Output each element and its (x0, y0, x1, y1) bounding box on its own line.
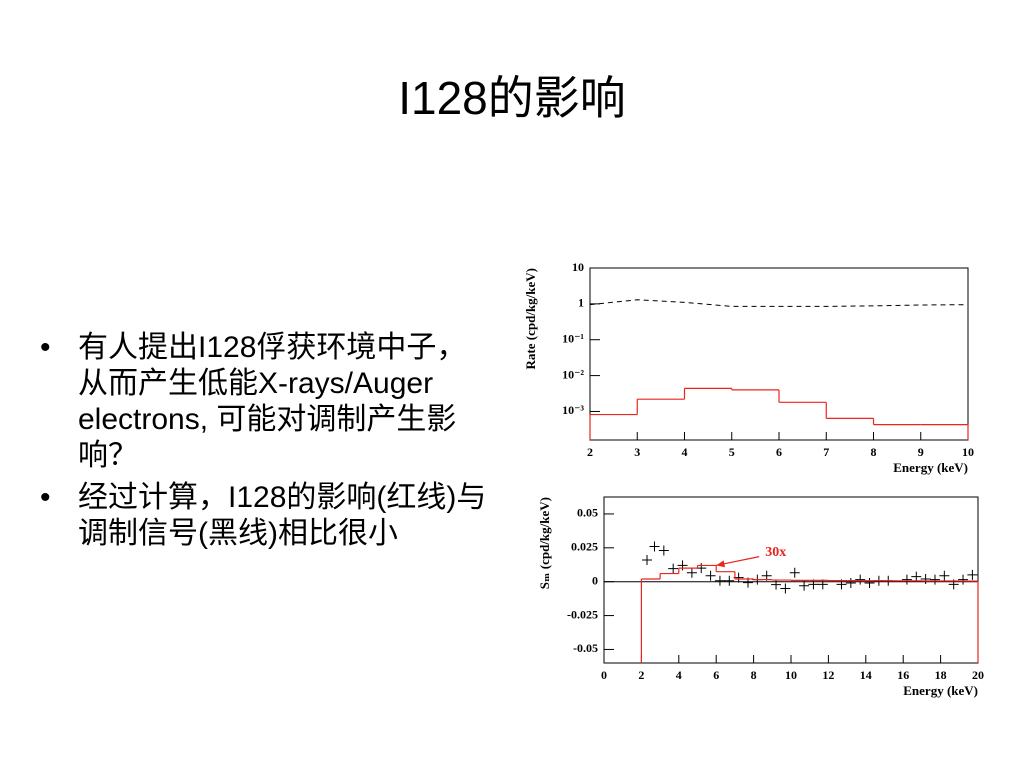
x-tick-label: 3 (634, 445, 640, 459)
x-tick-label: 10 (785, 668, 797, 682)
y-tick-label: 0.025 (571, 540, 598, 554)
data-point (780, 583, 791, 594)
y-tick-label: 10⁻² (562, 367, 584, 381)
x-tick-label: 9 (918, 445, 924, 459)
data-point (817, 579, 828, 590)
bullet: 有人提出I128俘获环境中子，从而产生低能X-rays/Auger electr… (36, 330, 491, 474)
x-tick-label: 18 (935, 668, 947, 682)
x-tick-label: 4 (676, 668, 682, 682)
arrow-head (716, 560, 726, 568)
bullet: 经过计算，I128的影响(红线)与调制信号(黑线)相比很小 (36, 480, 491, 552)
x-tick-label: 8 (871, 445, 877, 459)
data-point (686, 567, 697, 578)
y-tick-label: -0.025 (567, 607, 598, 621)
data-point (714, 575, 725, 586)
x-axis-label: Energy (keV) (903, 683, 978, 698)
y-axis-label: Rate (cpd/kg/keV) (523, 268, 538, 369)
data-point (696, 563, 707, 574)
bullet-list: 有人提出I128俘获环境中子，从而产生低能X-rays/Auger electr… (36, 330, 491, 558)
series-line (589, 299, 969, 307)
x-tick-label: 2 (587, 445, 593, 459)
x-tick-label: 7 (823, 445, 829, 459)
y-tick-label: 10 (572, 260, 584, 274)
x-tick-label: 4 (682, 445, 688, 459)
data-point (967, 569, 978, 580)
x-tick-label: 20 (972, 668, 984, 682)
x-tick-label: 2 (638, 668, 644, 682)
y-axis-label: Sₘ (cpd/kg/keV) (537, 497, 552, 589)
data-point (855, 574, 866, 585)
data-point (845, 578, 856, 589)
y-tick-label: 0.05 (577, 506, 598, 520)
data-point (939, 570, 950, 581)
slide-title: I128的影响 (398, 72, 626, 124)
plot-frame (589, 267, 969, 441)
y-tick-label: 0 (592, 573, 598, 587)
data-point (958, 574, 969, 585)
x-tick-label: 14 (860, 668, 872, 682)
data-point (677, 560, 688, 571)
data-point (799, 580, 810, 591)
x-tick-label: 5 (729, 445, 735, 459)
x-axis-label: Energy (keV) (893, 460, 968, 475)
data-point (911, 571, 922, 582)
x-tick-label: 10 (962, 445, 974, 459)
data-point (642, 555, 653, 566)
x-tick-label: 12 (822, 668, 834, 682)
data-point (658, 545, 669, 556)
data-point (920, 573, 931, 584)
data-point (808, 579, 819, 590)
x-tick-label: 6 (776, 445, 782, 459)
data-point (705, 570, 716, 581)
data-point (649, 541, 660, 552)
data-point (668, 563, 679, 574)
y-tick-label: 10⁻¹ (562, 331, 584, 345)
x-tick-label: 6 (713, 668, 719, 682)
data-point (901, 574, 912, 585)
x-tick-label: 0 (601, 668, 607, 682)
data-point (864, 578, 875, 589)
y-tick-label: -0.05 (573, 641, 598, 655)
x-tick-label: 16 (897, 668, 909, 682)
y-tick-label: 1 (578, 296, 584, 310)
data-point (771, 579, 782, 590)
data-point (789, 567, 800, 578)
data-point (724, 575, 735, 586)
x-tick-label: 8 (751, 668, 757, 682)
data-point (929, 574, 940, 585)
y-tick-label: 10⁻³ (562, 403, 584, 417)
annotation: 30x (765, 545, 786, 560)
